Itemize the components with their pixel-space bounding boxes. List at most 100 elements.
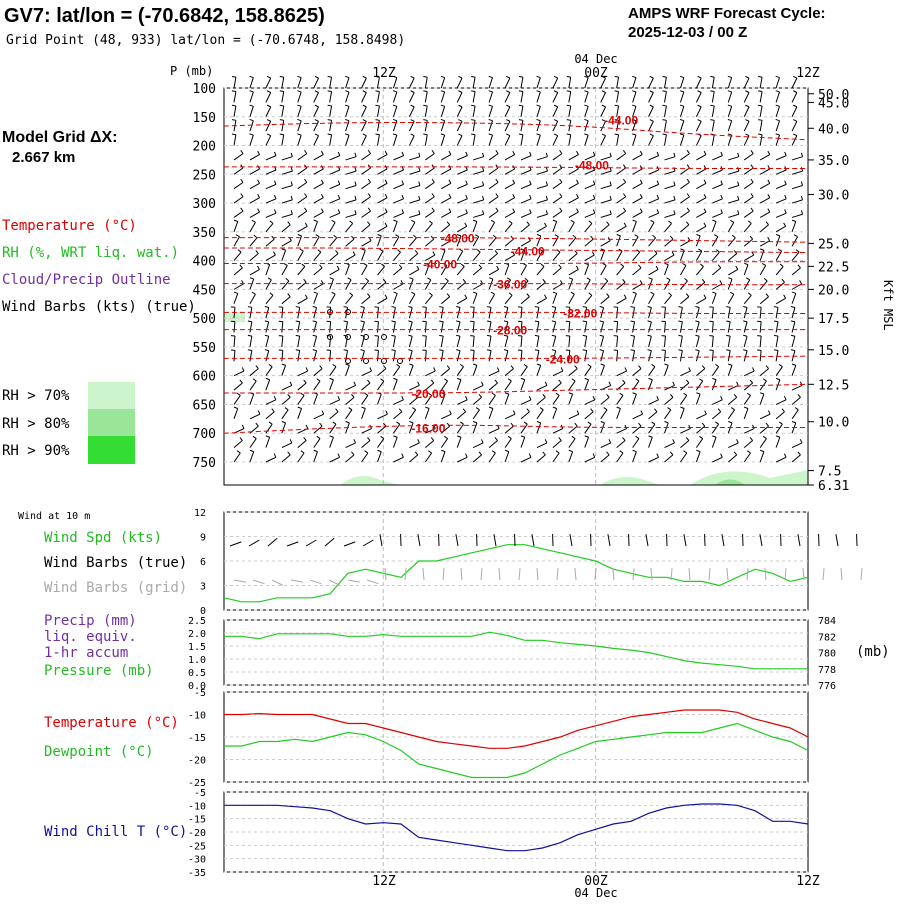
wind-barb-flag (355, 196, 356, 200)
wind-barb (696, 308, 699, 319)
wind-barb (330, 269, 340, 275)
wind-spd-label: Wind Spd (kts) (44, 530, 162, 546)
wind-barb (250, 198, 260, 203)
wind-barb (457, 351, 460, 362)
wind-barb-flag (602, 91, 606, 93)
wind-barb (298, 168, 307, 174)
wind-barb-flag (785, 209, 787, 213)
wind-barb-flag (656, 266, 658, 269)
wind-barb (696, 183, 706, 188)
wind-barb (346, 185, 357, 188)
wind-barb-flag (572, 436, 575, 438)
wind-barb (649, 269, 659, 275)
wind-barb (489, 294, 495, 304)
wind-barb-flag (715, 364, 718, 366)
wind-barb (712, 293, 716, 303)
wind-barb-flag (375, 76, 379, 77)
wind-barb-flag (602, 134, 606, 136)
wind-barb (298, 322, 300, 333)
wind-barb-flag (567, 105, 571, 106)
wind-barb-flag (344, 321, 348, 322)
wind-barb (298, 408, 302, 418)
wind-barb-flag (367, 437, 370, 440)
wind-barb (728, 294, 734, 304)
wind-barb-flag (402, 195, 404, 199)
wind-barb-flag (250, 134, 254, 135)
wind-barb (457, 170, 467, 174)
surface-wind-barb (760, 534, 762, 546)
wind-barb (633, 169, 643, 174)
wind-barb-flag (391, 350, 395, 351)
wind-barb (728, 121, 731, 131)
wind-barb (744, 239, 752, 246)
surface-wind-barb (268, 538, 277, 546)
wind-barb-flag (529, 454, 531, 458)
wind-barb (601, 185, 612, 188)
wind-barb (282, 77, 284, 88)
y-tick-label: -35 (188, 868, 206, 879)
wind-barb (601, 281, 608, 289)
wind-barb-flag (540, 408, 543, 410)
temperature-contour-label: -20.00 (411, 387, 445, 401)
wind-barb-flag (555, 235, 558, 237)
wind-barb (744, 295, 751, 303)
wind-barb-flag (285, 408, 288, 410)
wind-barb-flag (248, 335, 252, 336)
wind-barb-flag (800, 280, 802, 283)
wind-barb-flag (232, 76, 236, 77)
wind-barb (680, 441, 688, 448)
y-tick-label: 0.5 (188, 668, 206, 679)
wind-barb-flag (291, 210, 292, 214)
wind-barb-flag (535, 350, 539, 351)
wind-barb-flag (553, 407, 557, 408)
wind-barb (330, 156, 340, 160)
wind-barb-flag (698, 249, 701, 251)
wind-barb (330, 380, 334, 390)
wind-barb (680, 408, 684, 418)
wind-barb (330, 457, 340, 462)
wind-barb-flag (317, 436, 320, 438)
rh90-swatch (88, 436, 135, 464)
wind-barb-flag (760, 249, 764, 250)
wind-barb (378, 426, 386, 433)
wind-barb (792, 185, 803, 188)
wind-barb (314, 452, 318, 462)
wind-barb-flag (280, 91, 284, 92)
wind-barb (282, 281, 289, 289)
wind-barb-flag (332, 292, 335, 294)
wind-barb-flag (524, 422, 527, 424)
wind-barb (250, 238, 257, 246)
wind-barb (776, 322, 778, 333)
wind-barb (409, 455, 417, 462)
wind-barb-flag (457, 378, 461, 379)
wind-barb (792, 423, 796, 433)
wind-barb (378, 92, 380, 103)
grid-wind-barb (841, 568, 842, 580)
wind-barb-flag (361, 321, 365, 322)
wind-barb (314, 252, 321, 260)
wind-barb-flag (521, 436, 525, 437)
wind-barb-flag (385, 223, 387, 226)
wind-barb (760, 394, 764, 404)
wind-barb-flag (569, 450, 573, 451)
wind-barb-flag (493, 235, 496, 238)
temperature-contour-label: -28.00 (493, 324, 527, 338)
wind-barb (330, 238, 337, 246)
wind-barb (617, 322, 618, 333)
wind-barb (553, 268, 561, 275)
wind-barb (537, 410, 543, 419)
wind-barb (314, 212, 324, 217)
wind-barb (362, 441, 370, 448)
wind-barb-flag (600, 335, 604, 336)
wind-barb-flag (418, 439, 420, 443)
wind-barb-flag (680, 105, 684, 106)
surface-wind-barb (798, 534, 800, 546)
wind-barb-flag (274, 195, 276, 199)
wind-barb (792, 385, 802, 390)
wind-barb-flag (678, 307, 682, 308)
wind-barb (282, 106, 284, 117)
wind-barb-flag (593, 209, 595, 213)
wind-barb-flag (248, 321, 252, 322)
wind-barb (425, 168, 434, 174)
wind-barb-flag (413, 235, 416, 238)
